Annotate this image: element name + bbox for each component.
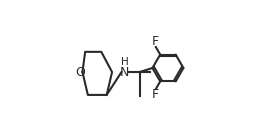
Text: F: F <box>152 88 159 101</box>
Text: O: O <box>76 66 85 79</box>
Text: N: N <box>120 66 130 79</box>
Text: H: H <box>121 57 129 67</box>
Text: F: F <box>152 35 159 48</box>
